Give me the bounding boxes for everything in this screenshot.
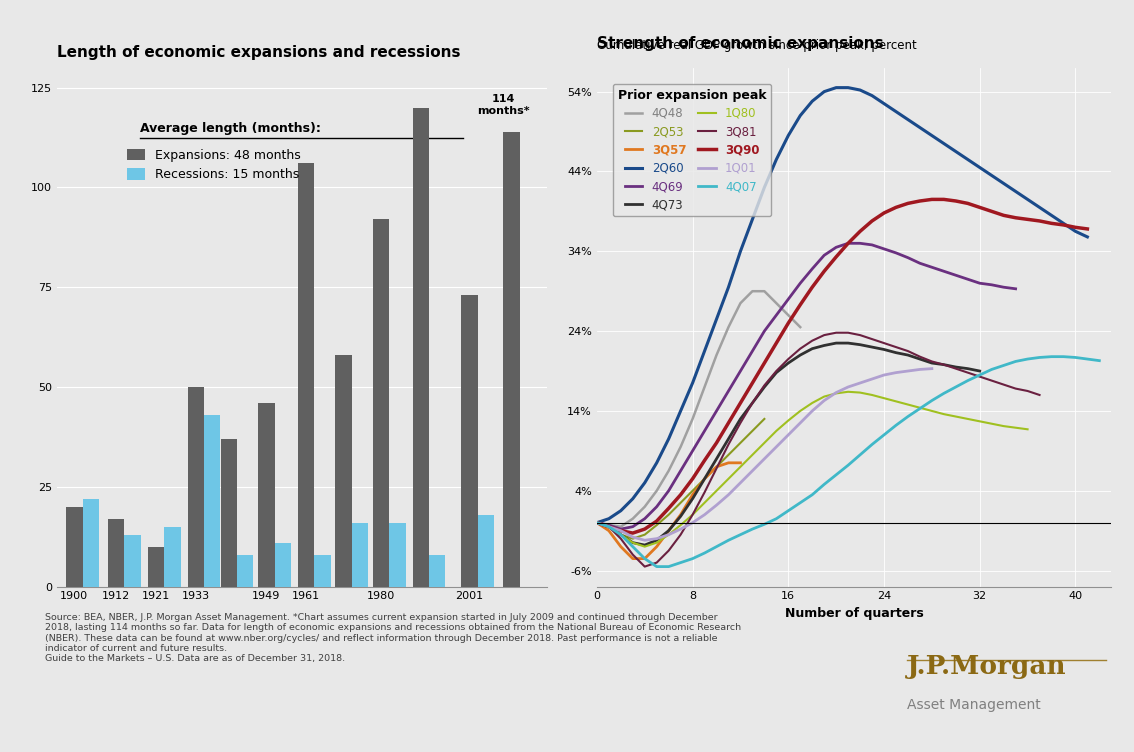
Bar	[83, 499, 99, 587]
Bar	[389, 523, 406, 587]
Legend: Expansions: 48 months, Recessions: 15 months: Expansions: 48 months, Recessions: 15 mo…	[121, 144, 306, 186]
Bar	[298, 163, 314, 587]
Text: 114
months*: 114 months*	[477, 94, 530, 116]
Text: J.P.Morgan: J.P.Morgan	[907, 654, 1067, 679]
Legend: 4Q48, 2Q53, 3Q57, 2Q60, 4Q69, 4Q73, 1Q80, 3Q81, 3Q90, 1Q01, 4Q07: 4Q48, 2Q53, 3Q57, 2Q60, 4Q69, 4Q73, 1Q80…	[613, 84, 771, 217]
X-axis label: Number of quarters: Number of quarters	[785, 607, 923, 620]
Text: Strength of economic expansions: Strength of economic expansions	[596, 36, 883, 51]
Bar	[108, 519, 125, 587]
Bar	[204, 415, 220, 587]
Bar	[259, 403, 274, 587]
Bar	[274, 543, 290, 587]
Bar	[147, 547, 164, 587]
Bar	[429, 555, 446, 587]
Bar	[164, 526, 180, 587]
Text: Average length (months):: Average length (months):	[139, 122, 321, 135]
Bar	[462, 296, 477, 587]
Bar	[413, 108, 429, 587]
Text: Asset Management: Asset Management	[907, 698, 1041, 712]
Bar	[66, 507, 83, 587]
Bar	[477, 514, 494, 587]
Bar	[187, 387, 204, 587]
Bar	[237, 555, 253, 587]
Bar	[373, 220, 389, 587]
Bar	[125, 535, 141, 587]
Text: Length of economic expansions and recessions: Length of economic expansions and recess…	[57, 44, 460, 59]
Bar	[221, 439, 237, 587]
Bar	[336, 355, 352, 587]
Bar	[503, 132, 519, 587]
Text: Source: BEA, NBER, J.P. Morgan Asset Management. *Chart assumes current expansio: Source: BEA, NBER, J.P. Morgan Asset Man…	[45, 613, 742, 663]
Bar	[314, 555, 331, 587]
Text: Cumulative real GDP growth since prior peak, percent: Cumulative real GDP growth since prior p…	[596, 39, 916, 52]
Bar	[352, 523, 369, 587]
